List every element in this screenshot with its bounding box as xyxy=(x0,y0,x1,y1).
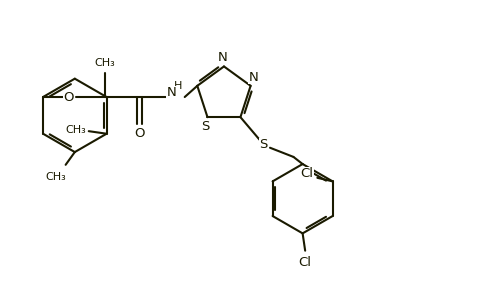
Text: N: N xyxy=(218,51,228,64)
Text: N: N xyxy=(167,86,176,99)
Text: CH₃: CH₃ xyxy=(95,58,116,68)
Text: CH₃: CH₃ xyxy=(66,125,87,135)
Text: O: O xyxy=(63,91,74,104)
Text: N: N xyxy=(248,71,258,84)
Text: CH₃: CH₃ xyxy=(45,172,66,181)
Text: O: O xyxy=(135,127,145,140)
Text: Cl: Cl xyxy=(301,167,313,180)
Text: S: S xyxy=(201,120,209,133)
Text: H: H xyxy=(174,81,182,91)
Text: S: S xyxy=(259,138,268,151)
Text: Cl: Cl xyxy=(299,256,312,269)
